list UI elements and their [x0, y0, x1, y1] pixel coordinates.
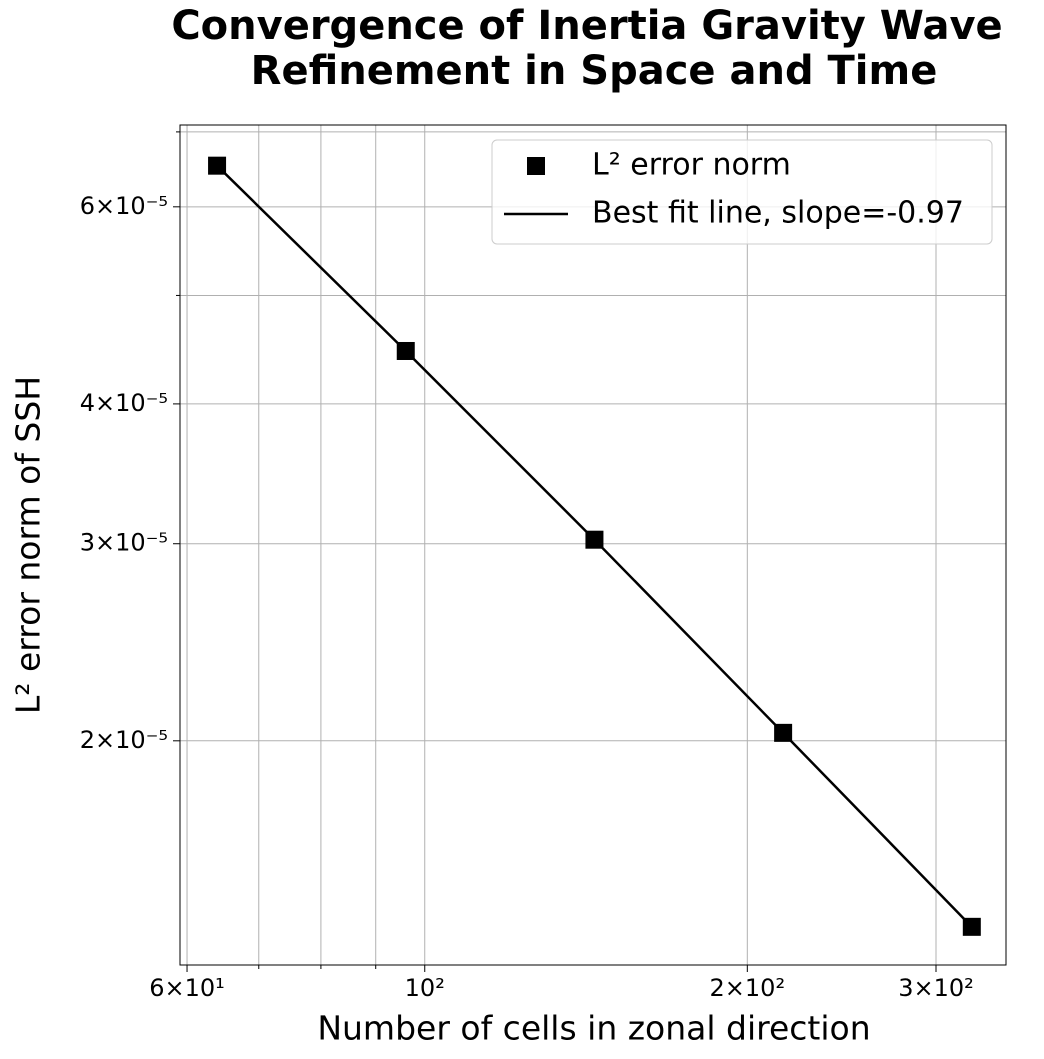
y-tick-label: 6×10⁻⁵ [80, 192, 168, 220]
marker [585, 530, 604, 549]
marker [396, 341, 415, 360]
marker [208, 156, 227, 175]
x-tick-label: 3×10² [898, 974, 974, 1002]
x-tick-label: 2×10² [710, 974, 786, 1002]
plot-frame [179, 124, 1007, 966]
y-tick-label: 3×10⁻⁵ [80, 529, 168, 557]
legend-box [491, 139, 993, 245]
y-tick-label: 2×10⁻⁵ [80, 726, 168, 754]
x-tick-label: 10² [405, 974, 445, 1002]
chart-title: Convergence of Inertia Gravity Wave [171, 3, 1002, 49]
x-tick-label: 6×10¹ [149, 974, 225, 1002]
y-axis-label: L² error norm of SSH [9, 376, 48, 714]
y-tick-label: 4×10⁻⁵ [80, 389, 168, 417]
legend-label: Best fit line, slope=-0.97 [592, 196, 964, 231]
legend-swatch [527, 157, 545, 175]
x-axis-label: Number of cells in zonal direction [317, 1009, 870, 1048]
marker [962, 917, 981, 936]
legend-label: L² error norm [592, 148, 791, 183]
marker [774, 723, 793, 742]
chart-title: Refinement in Space and Time [251, 48, 938, 94]
